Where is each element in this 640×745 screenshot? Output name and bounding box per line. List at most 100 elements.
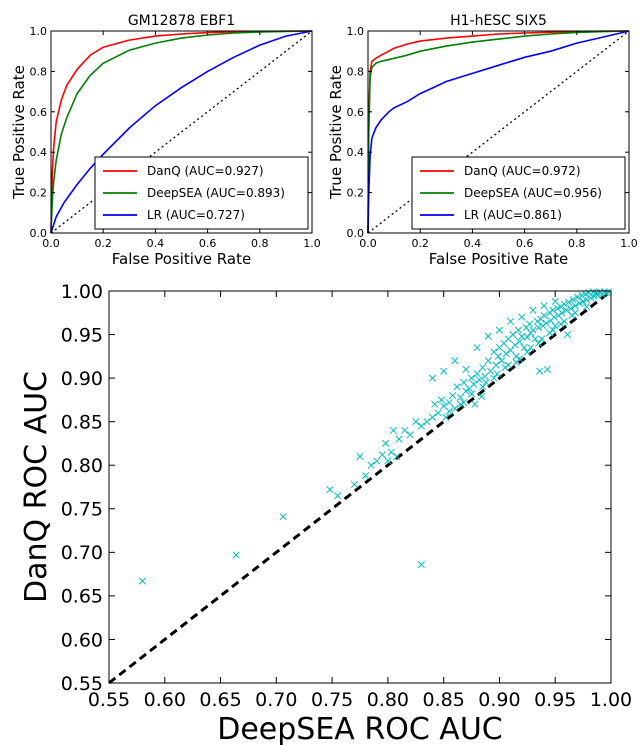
x-tick-label: 0.55 xyxy=(88,689,130,711)
y-tick-label: 0.6 xyxy=(347,106,365,119)
scatter-point-3 xyxy=(326,486,334,494)
y-tick-label: 1.00 xyxy=(61,281,103,303)
scatter-point-109 xyxy=(534,339,543,347)
x-tick-label: 0.2 xyxy=(94,237,112,250)
scatter-point-19 xyxy=(423,418,431,426)
scatter-point-12 xyxy=(382,439,390,447)
scatter-point-75 xyxy=(549,306,557,314)
scatter-point-11 xyxy=(384,457,392,465)
scatter-point-55 xyxy=(514,326,522,334)
chart-title: GM12878 EBF1 xyxy=(128,13,235,29)
scatter-point-63 xyxy=(529,326,537,334)
scatter-point-144 xyxy=(412,418,420,426)
roc-panel-gm12878-ebf1: 0.0 0.2 0.4 0.6 0.8 1.0 0.0 0.2 0.4 0.6 0.8 1.0 Fals… xyxy=(10,13,321,268)
scatter-point-141 xyxy=(462,365,470,373)
x-tick-label: 0.2 xyxy=(411,237,429,250)
scatter-point-9 xyxy=(373,457,381,465)
y-tick-label: 0.0 xyxy=(30,227,48,240)
scatter-point-47 xyxy=(498,357,506,365)
scatter-point-69 xyxy=(539,322,547,330)
scatter-point-126 xyxy=(549,326,557,334)
scatter-point-118 xyxy=(460,398,468,407)
y-axis-label: True Positive Rate xyxy=(10,65,28,200)
scatter-point-31 xyxy=(460,378,468,387)
scatter-point-30 xyxy=(456,393,464,401)
scatter-point-14 xyxy=(393,452,401,461)
scatter-point-56 xyxy=(515,337,524,346)
scatter-point-4 xyxy=(334,492,342,500)
scatter-point-143 xyxy=(406,431,414,439)
x-tick-label: 0.8 xyxy=(568,237,586,250)
scatter-point-136 xyxy=(484,332,492,340)
x-tick-label: 0.0 xyxy=(359,237,377,250)
scatter-point-67 xyxy=(536,367,544,375)
scatter-point-114 xyxy=(479,383,487,391)
scatter-point-28 xyxy=(451,405,459,413)
scatter-point-42 xyxy=(486,367,495,375)
scatter-point-140 xyxy=(428,374,437,382)
scatter-point-52 xyxy=(509,331,517,339)
scatter-point-96 xyxy=(587,294,595,302)
y-tick-label: 0.4 xyxy=(30,146,48,159)
scatter-point-35 xyxy=(470,380,478,388)
x-tick-label: 0.8 xyxy=(251,237,269,250)
scatter-point-84 xyxy=(563,331,572,339)
x-tick-label: 1.00 xyxy=(590,689,632,711)
scatter-point-121 xyxy=(493,370,501,378)
y-tick-label: 0.60 xyxy=(61,629,103,651)
scatter-point-15 xyxy=(395,435,403,443)
scatter-point-125 xyxy=(538,335,546,343)
y-tick-label: 1.0 xyxy=(347,25,365,38)
scatter-point-85 xyxy=(565,298,573,306)
scatter-point-92 xyxy=(579,297,587,306)
scatter-point-122 xyxy=(504,361,512,369)
y-tick-label: 0.2 xyxy=(30,187,48,200)
scatter-point-2 xyxy=(279,513,287,521)
scatter-point-40 xyxy=(481,372,489,380)
scatter-point-58 xyxy=(520,344,528,352)
scatter-point-21 xyxy=(431,400,439,408)
x-tick-label: 0.90 xyxy=(478,689,520,711)
y-tick-label: 0.55 xyxy=(61,673,103,695)
x-tick-label: 1.0 xyxy=(620,237,638,250)
x-tick-label: 0.75 xyxy=(311,689,353,711)
scatter-point-51 xyxy=(507,346,515,354)
scatter-point-131 xyxy=(518,313,526,321)
scatter-point-38 xyxy=(478,392,486,400)
scatter-point-64 xyxy=(531,335,539,343)
legend-label-1: DeepSEA (AUC=0.956) xyxy=(464,186,602,200)
scatter-point-57 xyxy=(518,332,526,340)
scatter-point-133 xyxy=(540,302,548,310)
scatter-point-27 xyxy=(449,391,457,400)
scatter-point-10 xyxy=(378,451,386,459)
scatter-point-90 xyxy=(576,299,584,307)
plot-frame xyxy=(367,30,630,234)
roc-line-series-2 xyxy=(50,30,313,234)
roc-line-series-0 xyxy=(50,30,313,234)
scatter-point-115 xyxy=(468,390,476,398)
legend-label-2: LR (AUC=0.727) xyxy=(147,208,245,222)
scatter-point-89 xyxy=(573,293,582,301)
scatter-point-34 xyxy=(468,374,476,382)
roc-line-series-1 xyxy=(367,30,630,234)
scatter-point-25 xyxy=(442,413,450,421)
y-tick-label: 0.4 xyxy=(347,146,365,159)
x-tick-label: 0.4 xyxy=(147,237,165,250)
x-axis-label: False Positive Rate xyxy=(112,250,251,268)
scatter-point-106 xyxy=(568,311,576,319)
scatter-point-8 xyxy=(367,461,375,469)
scatter-point-53 xyxy=(511,341,519,349)
scatter-point-20 xyxy=(428,413,437,421)
plot-frame xyxy=(108,290,612,684)
y-tick-label: 0.90 xyxy=(61,368,103,390)
scatter-point-44 xyxy=(492,361,500,369)
scatter-point-61 xyxy=(526,320,534,328)
scatter-point-5 xyxy=(350,480,358,488)
scatter-point-88 xyxy=(571,302,579,310)
plot-frame xyxy=(50,30,313,234)
scatter-point-17 xyxy=(417,560,425,569)
x-tick-label: 0.0 xyxy=(42,237,60,250)
legend-label-0: DanQ (AUC=0.927) xyxy=(147,164,264,178)
scatter-point-137 xyxy=(473,344,481,352)
scatter-point-139 xyxy=(440,367,448,375)
